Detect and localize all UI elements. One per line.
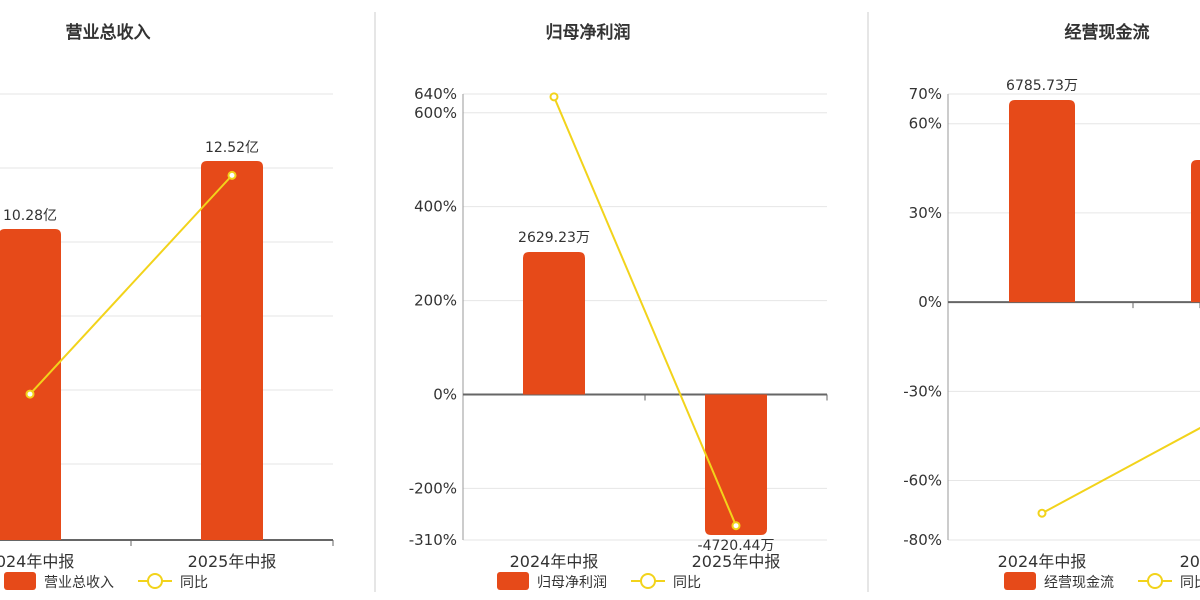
y-tick-label: 70% bbox=[909, 85, 942, 103]
legend-bar-label[interactable]: 营业总收入 bbox=[44, 575, 114, 591]
y-tick-label: 640% bbox=[414, 85, 457, 103]
chart-title: 归母净利润 bbox=[546, 22, 631, 43]
bar[interactable] bbox=[1009, 100, 1075, 303]
legend-line-marker bbox=[640, 573, 656, 589]
chart-panel-operating-cash-flow: 经营现金流 70% 60% 30% 0% -30% -60% -80% 6785.73万 2… bbox=[903, 22, 1200, 591]
bar[interactable] bbox=[201, 161, 263, 540]
yoy-point[interactable] bbox=[1037, 508, 1047, 518]
y-tick-label: -60% bbox=[903, 472, 942, 490]
category-label: 2024年中报 bbox=[998, 552, 1087, 571]
bar[interactable] bbox=[0, 229, 61, 540]
legend-line-marker bbox=[1147, 573, 1163, 589]
bar-data-label: -4720.44万 bbox=[698, 538, 775, 554]
chart-panel-revenue: 营业总收入 10.28亿 12.52亿 2024年中报 2025年中报 营业总收… bbox=[0, 22, 334, 591]
bar[interactable] bbox=[705, 394, 767, 535]
legend: 归母净利润 同比 bbox=[497, 572, 701, 591]
bar[interactable] bbox=[523, 252, 585, 395]
y-tick-label: 600% bbox=[414, 104, 457, 122]
legend-line-label[interactable]: 同比 bbox=[180, 575, 208, 591]
chart-panel-net-profit: 归母净利润 640%600% 400% 200% 0% -200% -310% 2629.… bbox=[409, 22, 828, 591]
y-tick-label: -30% bbox=[903, 382, 942, 400]
legend-bar-swatch[interactable] bbox=[1004, 572, 1036, 590]
y-tick-label: 0% bbox=[433, 385, 457, 403]
yoy-point[interactable] bbox=[25, 389, 35, 399]
bar-data-label: 10.28亿 bbox=[3, 208, 57, 224]
legend-bar-label[interactable]: 归母净利润 bbox=[537, 574, 607, 591]
yoy-line bbox=[1041, 426, 1200, 515]
yoy-line bbox=[29, 174, 233, 395]
bar-data-label: 6785.73万 bbox=[1006, 78, 1078, 94]
legend-line-label[interactable]: 同比 bbox=[673, 575, 701, 591]
y-tick-label: -200% bbox=[409, 479, 457, 497]
y-tick-label: 30% bbox=[909, 204, 942, 222]
y-tick-label: 400% bbox=[414, 198, 457, 216]
y-tick-label: -310% bbox=[409, 531, 457, 549]
category-label: 2024年中报 bbox=[0, 552, 74, 571]
category-label: 2025年中报 bbox=[188, 552, 277, 571]
legend-bar-swatch[interactable] bbox=[4, 572, 36, 590]
y-tick-label: -80% bbox=[903, 531, 942, 549]
legend: 经营现金流 同比 bbox=[1004, 572, 1200, 591]
category-label: 2025年中报 bbox=[692, 552, 781, 571]
category-label: 2024年中报 bbox=[510, 552, 599, 571]
chart-title: 营业总收入 bbox=[66, 22, 151, 43]
yoy-point[interactable] bbox=[731, 521, 741, 531]
legend-bar-swatch[interactable] bbox=[497, 572, 529, 590]
legend-bar-label[interactable]: 经营现金流 bbox=[1044, 575, 1114, 591]
bar-data-label: 2629.23万 bbox=[518, 230, 590, 246]
legend: 营业总收入 同比 bbox=[4, 572, 208, 591]
y-tick-label: 0% bbox=[918, 293, 942, 311]
category-label: 2025年中报 bbox=[1180, 552, 1200, 571]
legend-line-marker bbox=[147, 573, 163, 589]
legend-line-label[interactable]: 同比 bbox=[1180, 575, 1200, 591]
yoy-line bbox=[553, 96, 737, 527]
y-tick-label: 200% bbox=[414, 292, 457, 310]
chart-title: 经营现金流 bbox=[1065, 22, 1150, 43]
yoy-point[interactable] bbox=[549, 92, 559, 102]
bar[interactable] bbox=[1191, 160, 1200, 303]
yoy-point[interactable] bbox=[227, 170, 237, 180]
bar-data-label: 12.52亿 bbox=[205, 140, 259, 156]
y-tick-label: 60% bbox=[909, 115, 942, 133]
